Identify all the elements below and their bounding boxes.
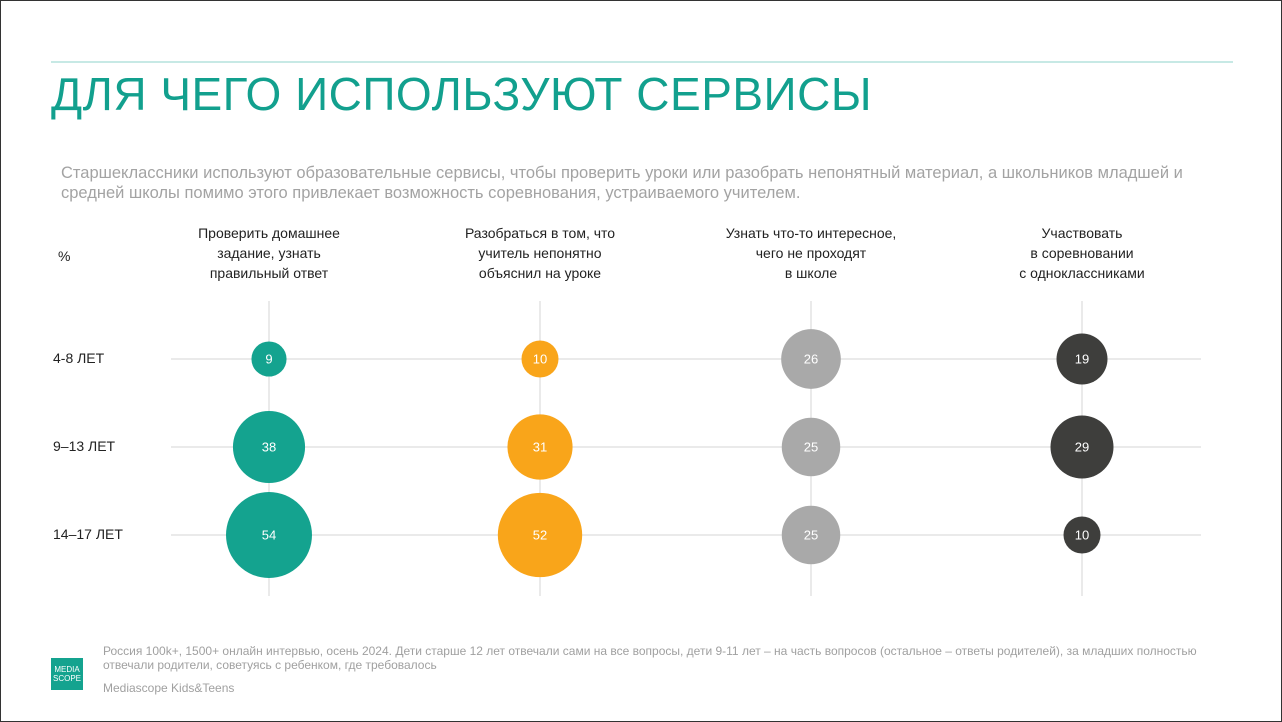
value-label: 38 [262,439,276,454]
bubble [226,492,312,578]
subtitle: Старшеклассники используют образовательн… [61,164,1183,202]
bubble [507,414,573,480]
value-label: 54 [262,527,276,542]
unit-label: % [58,248,71,264]
footnote: Россия 100k+, 1500+ онлайн интервью, осе… [103,644,1197,672]
source: Mediascope Kids&Teens [103,681,235,695]
bubble [1063,516,1101,554]
value-label: 10 [533,351,547,366]
value-label: 25 [804,439,818,454]
row-label: 9–13 ЛЕТ [53,438,116,454]
value-label: 9 [265,351,272,366]
row-label: 14–17 ЛЕТ [53,526,123,542]
column-label: Разобраться в том, что учитель непонятно… [464,225,616,281]
logo: MEDIA SCOPE [51,658,83,690]
value-label: 29 [1075,439,1089,454]
value-label: 19 [1075,351,1089,366]
bubble [781,505,841,565]
bubble [781,329,841,389]
value-label: 31 [533,439,547,454]
bubble [521,340,559,378]
title: ДЛЯ ЧЕГО ИСПОЛЬЗУЮТ СЕРВИСЫ [51,68,873,120]
bubble [251,341,287,377]
row-label: 4-8 ЛЕТ [53,350,105,366]
value-label: 52 [533,527,547,542]
bubble [497,492,583,578]
value-label: 25 [804,527,818,542]
bubble [1056,333,1108,385]
bubble [232,410,306,484]
bubble [781,417,841,477]
column-label: Участвовать в соревновании с одноклассни… [1019,225,1145,281]
value-label: 26 [804,351,818,366]
column-label: Узнать что-то интересное, чего не проход… [725,225,897,281]
column-label: Проверить домашнее задание, узнать прави… [198,225,340,281]
value-label: 10 [1075,527,1089,542]
bubble [1050,415,1114,479]
